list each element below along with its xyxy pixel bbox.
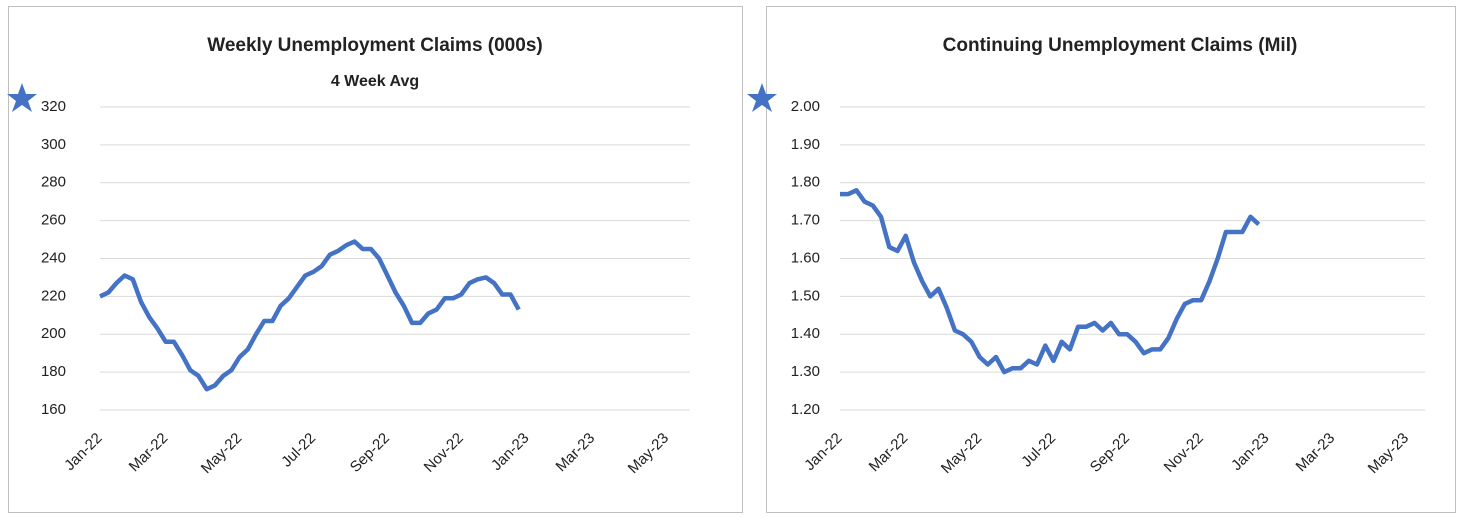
y-tick-label: 2.00 [791,98,820,115]
y-tick-label: 280 [41,174,66,191]
chart-title: Continuing Unemployment Claims (Mil) [943,35,1298,56]
y-tick-label: 1.60 [791,249,820,266]
data-line [840,188,1261,375]
panel [8,6,743,513]
star-icon [7,83,37,112]
chart-title: Weekly Unemployment Claims (000s) [207,35,542,56]
y-tick-label: 1.20 [791,401,820,418]
y-tick-label: 260 [41,212,66,229]
y-tick-label: 220 [41,287,66,304]
data-line [99,239,521,392]
y-tick-label: 1.70 [791,212,820,229]
star-icon [747,83,777,112]
y-tick-label: 1.50 [791,287,820,304]
y-tick-label: 180 [41,363,66,380]
panel [766,6,1456,513]
y-tick-label: 1.30 [791,363,820,380]
y-tick-label: 200 [41,325,66,342]
y-tick-label: 1.90 [791,136,820,153]
y-tick-label: 1.80 [791,174,820,191]
y-tick-label: 160 [41,401,66,418]
y-tick-label: 320 [41,98,66,115]
y-tick-label: 300 [41,136,66,153]
y-tick-label: 240 [41,249,66,266]
chart-subtitle: 4 Week Avg [331,73,419,90]
y-tick-label: 1.40 [791,325,820,342]
